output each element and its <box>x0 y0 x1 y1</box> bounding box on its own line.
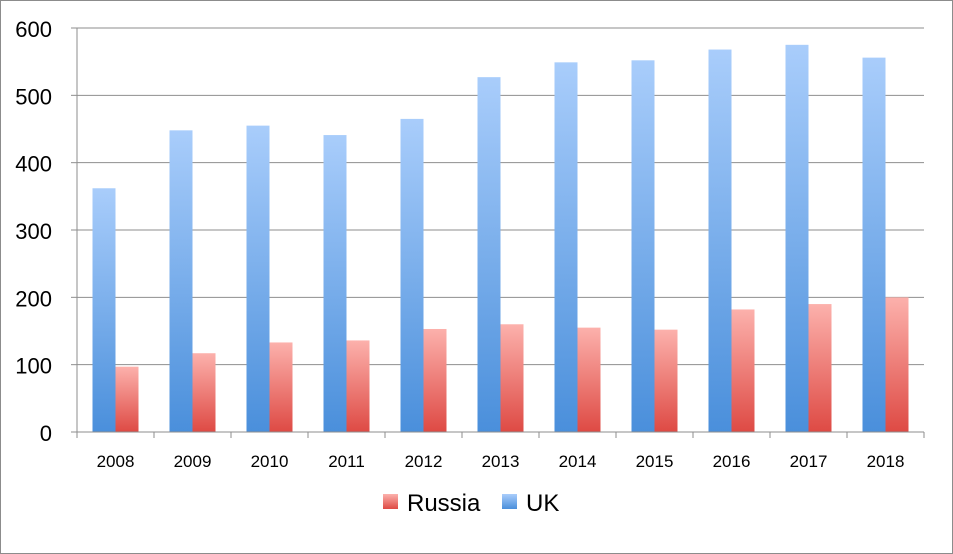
bar-uk-2011 <box>323 135 347 432</box>
y-tick-label: 0 <box>40 421 52 446</box>
bar-russia-2008 <box>115 366 139 432</box>
bar-uk-2015 <box>631 60 655 432</box>
bar-russia-2014 <box>577 327 601 432</box>
bar-uk-2013 <box>477 77 501 433</box>
bar-russia-2011 <box>346 340 370 432</box>
x-tick-label: 2013 <box>482 452 520 471</box>
legend-swatch-uk <box>502 494 517 509</box>
y-tick-label: 300 <box>15 219 52 244</box>
y-tick-label: 500 <box>15 84 52 109</box>
y-tick-label: 200 <box>15 286 52 311</box>
bar-russia-2013 <box>500 324 524 432</box>
legend-label-uk: UK <box>526 490 559 517</box>
bar-uk-2016 <box>708 49 732 433</box>
bar-russia-2016 <box>731 309 755 432</box>
legend-swatch-russia <box>383 494 398 509</box>
x-tick-label: 2015 <box>636 452 674 471</box>
x-tick-label: 2009 <box>174 452 212 471</box>
bar-uk-2009 <box>169 130 193 432</box>
bar-russia-2012 <box>423 328 447 432</box>
x-tick-label: 2008 <box>97 452 135 471</box>
x-tick-label: 2018 <box>867 452 905 471</box>
legend: Russia UK <box>383 490 559 517</box>
bar-russia-2018 <box>885 297 909 432</box>
bar-uk-2010 <box>246 125 270 432</box>
x-tick-label: 2010 <box>251 452 289 471</box>
bars <box>92 44 909 433</box>
bar-russia-2009 <box>192 353 216 432</box>
y-tick-label: 100 <box>15 354 52 379</box>
bar-russia-2015 <box>654 329 678 432</box>
bar-uk-2017 <box>785 44 809 432</box>
tick-labels: 0 100 200 300 400 500 600 2008 2009 2010 2011 2012 2… <box>15 17 904 471</box>
y-tick-label: 400 <box>15 152 52 177</box>
x-tick-label: 2014 <box>559 452 597 471</box>
legend-label-russia: Russia <box>407 490 481 517</box>
bar-russia-2017 <box>808 304 832 432</box>
bar-uk-2012 <box>400 118 424 433</box>
x-tick-label: 2017 <box>790 452 828 471</box>
x-tick-label: 2016 <box>713 452 751 471</box>
x-tick-label: 2011 <box>328 452 365 471</box>
bar-uk-2008 <box>92 188 116 432</box>
bar-uk-2014 <box>554 62 578 433</box>
bar-russia-2010 <box>269 342 293 432</box>
axes <box>71 27 925 438</box>
y-tick-label: 600 <box>15 17 52 42</box>
x-tick-label: 2012 <box>405 452 443 471</box>
bar-uk-2018 <box>862 57 886 432</box>
